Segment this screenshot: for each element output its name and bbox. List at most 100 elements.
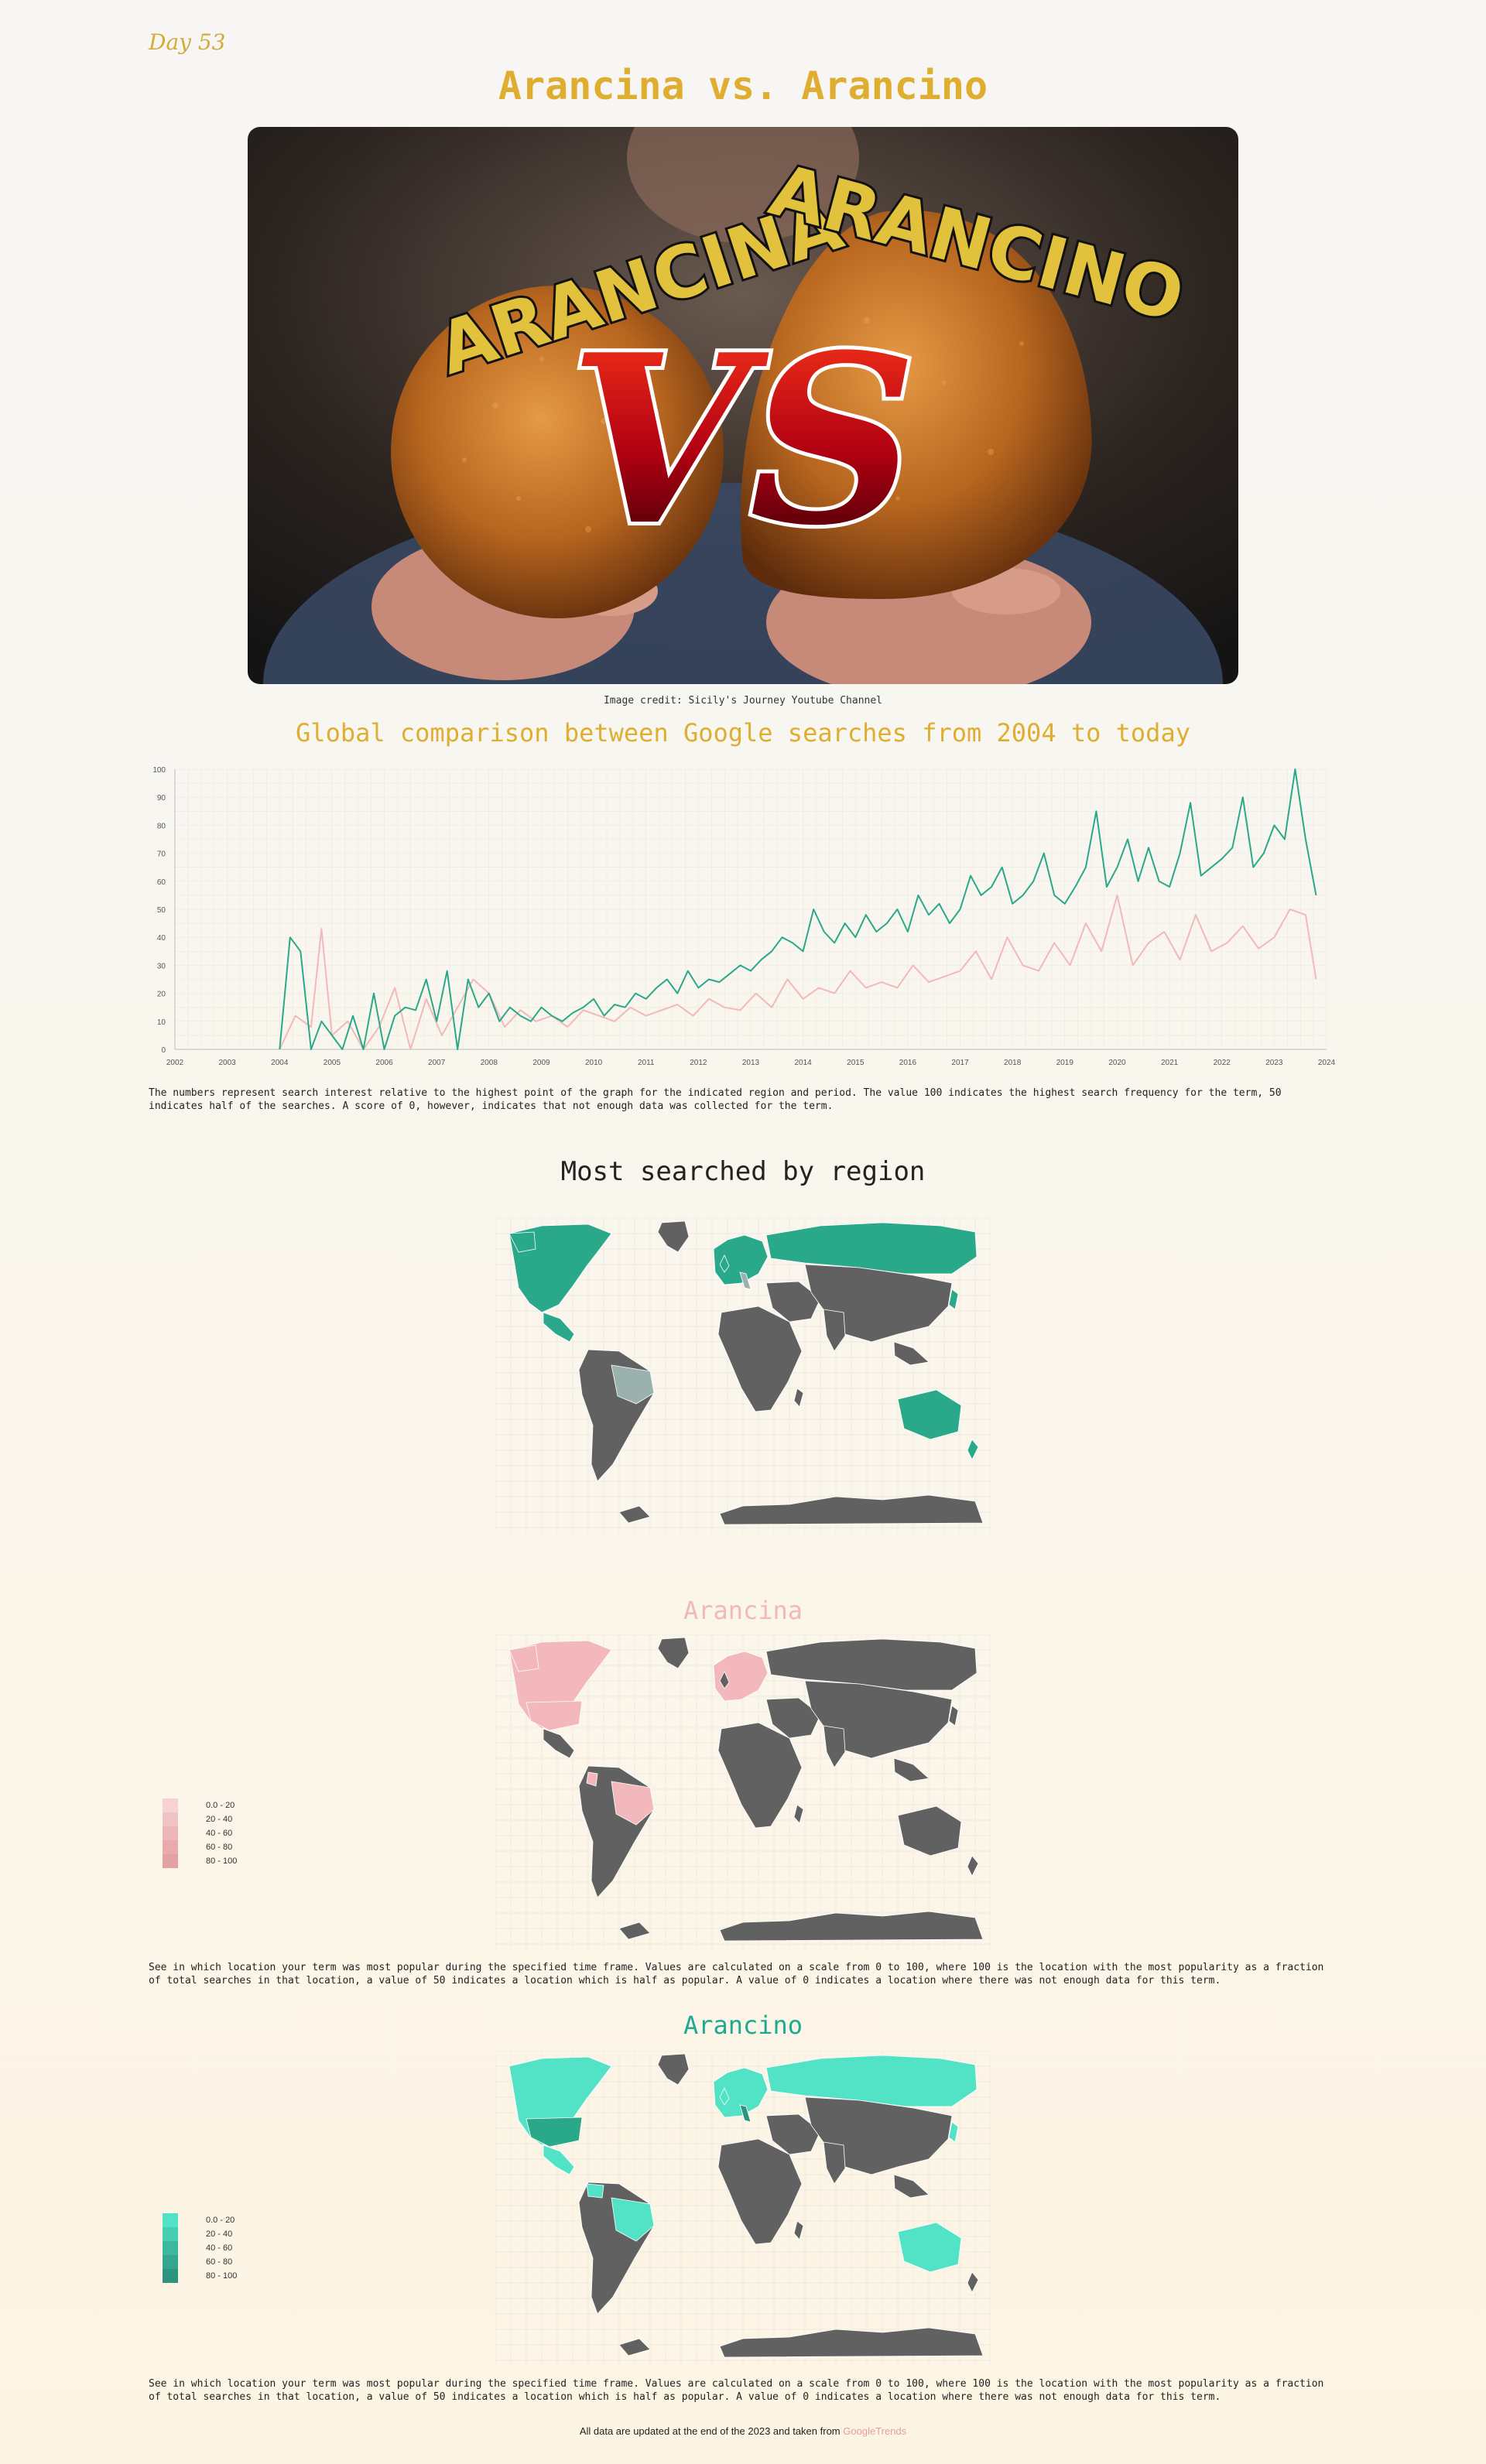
country-europe[interactable]: [713, 2067, 769, 2118]
country-russia[interactable]: [765, 2055, 978, 2107]
arancino-map[interactable]: [495, 2050, 991, 2366]
country-uk[interactable]: [719, 1671, 730, 1689]
country-madagascar[interactable]: [793, 1804, 804, 1824]
arancina-legend: 0.0 - 20 20 - 40 40 - 60 60 - 80 80 - 100: [163, 1798, 237, 1868]
footer: All data are updated at the end of the 2…: [0, 2425, 1486, 2437]
arancina-title: Arancina: [683, 1596, 803, 1625]
country-antarctica[interactable]: [719, 1494, 984, 1525]
country-se-asia[interactable]: [893, 2174, 930, 2199]
country-australia[interactable]: [897, 1389, 962, 1440]
country-madagascar[interactable]: [793, 2220, 804, 2240]
country-africa[interactable]: [717, 1722, 803, 1829]
country-italy-tie[interactable]: [739, 1271, 752, 1290]
country-australia[interactable]: [897, 1805, 962, 1857]
country-central-america[interactable]: [543, 1728, 575, 1759]
country-alaska-teal[interactable]: [508, 1231, 536, 1253]
arancino-legend-item: 40 - 60: [163, 2241, 237, 2255]
country-japan[interactable]: [948, 1705, 959, 1727]
country-europe[interactable]: [713, 1234, 769, 1285]
country-middle-east[interactable]: [765, 1281, 821, 1323]
series-line-arancina: [279, 894, 1317, 1050]
country-middle-east[interactable]: [765, 1697, 821, 1739]
x-tick-label: 2008: [481, 1059, 498, 1067]
country-colombia-teal[interactable]: [586, 2183, 604, 2199]
country-middle-east[interactable]: [765, 2113, 821, 2155]
x-tick-label: 2021: [1161, 1059, 1179, 1067]
country-brazil-pink[interactable]: [611, 1781, 655, 1826]
x-tick-label: 2023: [1265, 1059, 1283, 1067]
country-central-america[interactable]: [543, 2144, 575, 2175]
x-tick-label: 2009: [532, 1059, 550, 1067]
country-africa[interactable]: [717, 1306, 803, 1412]
country-europe[interactable]: [713, 1651, 769, 1702]
arancina-legend-label: 80 - 100: [206, 1857, 238, 1866]
country-india[interactable]: [823, 1309, 846, 1352]
country-india[interactable]: [823, 1725, 846, 1768]
arancina-map[interactable]: [495, 1634, 991, 1950]
x-tick-label: 2014: [795, 1059, 813, 1067]
x-tick-label: 2015: [847, 1059, 865, 1067]
country-central-america[interactable]: [543, 1312, 575, 1343]
y-tick-label: 10: [157, 1018, 166, 1027]
arancino-legend-swatch: [163, 2213, 178, 2227]
series-line-arancino: [279, 768, 1317, 1050]
country-greenland[interactable]: [657, 1220, 690, 1253]
trend-note: The numbers represent search interest re…: [149, 1087, 1282, 1112]
country-russia[interactable]: [765, 1222, 978, 1275]
country-antarctic-peninsula[interactable]: [618, 2338, 651, 2356]
y-tick-label: 20: [157, 991, 166, 999]
country-russia[interactable]: [765, 1638, 978, 1691]
country-antarctica[interactable]: [719, 1911, 984, 1942]
country-antarctica[interactable]: [719, 2327, 984, 2358]
arancino-legend-swatch: [163, 2255, 178, 2269]
arancino-legend-item: 20 - 40: [163, 2227, 237, 2241]
hero-image: ARANCINA ARANCINO VS: [248, 127, 1238, 684]
country-se-asia[interactable]: [893, 1757, 930, 1782]
arancino-legend-label: 0.0 - 20: [206, 2216, 235, 2225]
country-africa[interactable]: [717, 2138, 803, 2245]
arancino-legend-label: 80 - 100: [206, 2271, 238, 2281]
country-ecuador-pink[interactable]: [586, 1771, 598, 1787]
country-brazil-tie[interactable]: [611, 1364, 655, 1405]
country-antarctic-peninsula[interactable]: [618, 1922, 651, 1940]
region-map[interactable]: [495, 1217, 991, 1534]
arancina-legend-item: 40 - 60: [163, 1826, 237, 1840]
country-new-zealand[interactable]: [967, 1855, 979, 1877]
country-antarctic-peninsula[interactable]: [618, 1505, 651, 1524]
arancino-legend-label: 40 - 60: [206, 2243, 233, 2253]
arancino-legend-item: 80 - 100: [163, 2269, 237, 2283]
country-se-asia[interactable]: [893, 1341, 930, 1366]
country-usa-pink[interactable]: [526, 1700, 583, 1731]
y-tick-label: 0: [161, 1046, 166, 1055]
country-greenland[interactable]: [657, 2053, 690, 2086]
country-australia[interactable]: [897, 2222, 962, 2273]
country-uk[interactable]: [719, 2087, 730, 2106]
country-italy-teal[interactable]: [739, 2104, 752, 2123]
country-greenland[interactable]: [657, 1637, 690, 1669]
x-tick-label: 2022: [1214, 1059, 1231, 1067]
country-japan[interactable]: [948, 1288, 959, 1310]
country-madagascar[interactable]: [793, 1388, 804, 1408]
x-tick-label: 2002: [166, 1059, 184, 1067]
regions-title: Most searched by region: [560, 1156, 926, 1187]
y-tick-label: 90: [157, 794, 166, 803]
hero-vs: VS: [569, 303, 916, 577]
arancina-legend-label: 0.0 - 20: [206, 1801, 235, 1810]
x-tick-label: 2018: [1004, 1059, 1022, 1067]
country-uk[interactable]: [719, 1254, 730, 1273]
x-tick-label: 2007: [428, 1059, 446, 1067]
country-new-zealand[interactable]: [967, 2271, 979, 2293]
arancino-title: Arancino: [683, 2011, 803, 2040]
google-trends-link[interactable]: GoogleTrends: [843, 2425, 907, 2437]
country-alaska-pink[interactable]: [508, 1644, 539, 1672]
x-tick-label: 2017: [951, 1059, 969, 1067]
country-new-zealand[interactable]: [967, 1439, 979, 1460]
country-india[interactable]: [823, 2141, 846, 2185]
y-tick-label: 30: [157, 962, 166, 970]
x-tick-label: 2003: [219, 1059, 237, 1067]
country-japan[interactable]: [948, 2121, 959, 2143]
country-brazil-teal[interactable]: [611, 2197, 655, 2242]
footer-text: All data are updated at the end of the 2…: [579, 2425, 841, 2437]
arancino-legend-swatch: [163, 2269, 178, 2283]
country-usa-teal[interactable]: [526, 2117, 583, 2147]
